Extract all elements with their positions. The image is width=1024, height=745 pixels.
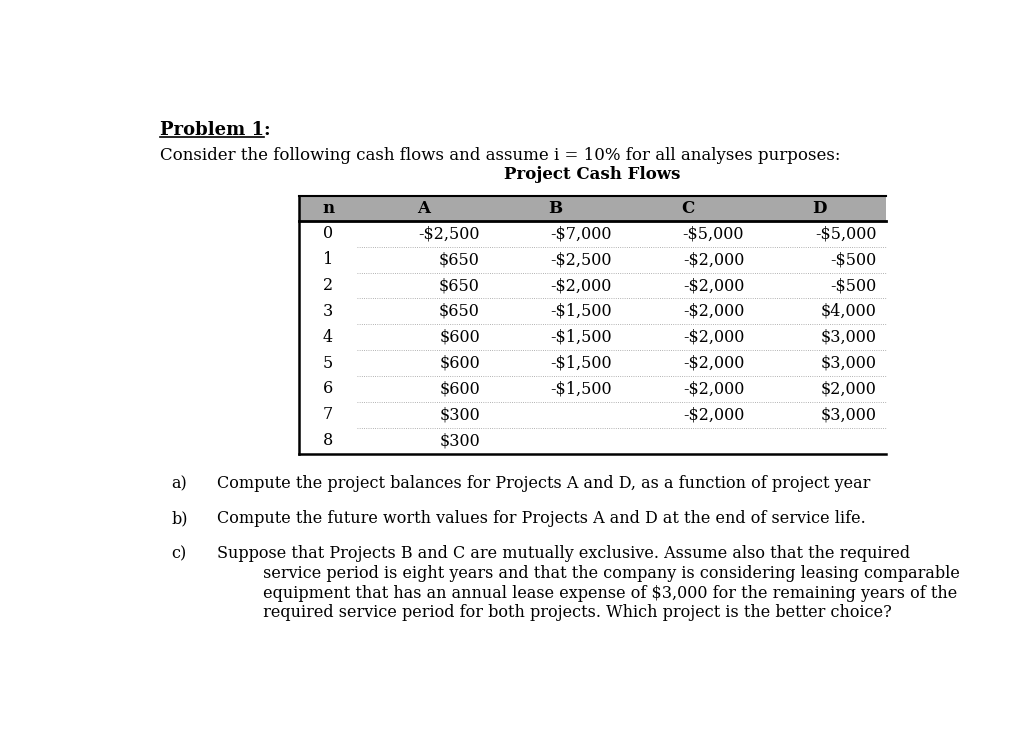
Text: $2,000: $2,000 <box>820 381 877 398</box>
Text: $600: $600 <box>439 329 480 346</box>
Text: $3,000: $3,000 <box>820 355 877 372</box>
Text: Compute the project balances for Projects A and D, as a function of project year: Compute the project balances for Project… <box>217 475 870 492</box>
Text: Consider the following cash flows and assume i = 10% for all analyses purposes:: Consider the following cash flows and as… <box>160 147 841 164</box>
Text: 7: 7 <box>323 406 333 423</box>
Text: 5: 5 <box>323 355 333 372</box>
Text: 4: 4 <box>323 329 333 346</box>
Text: -$500: -$500 <box>830 251 877 268</box>
Text: a): a) <box>172 475 187 492</box>
Text: 0: 0 <box>323 225 333 242</box>
Text: -$2,000: -$2,000 <box>683 251 744 268</box>
Text: $650: $650 <box>439 303 480 320</box>
Text: $650: $650 <box>439 277 480 294</box>
Text: -$5,000: -$5,000 <box>815 225 877 242</box>
Text: -$1,500: -$1,500 <box>551 381 612 398</box>
Text: -$5,000: -$5,000 <box>683 225 744 242</box>
Text: -$1,500: -$1,500 <box>551 303 612 320</box>
Text: C: C <box>681 200 694 217</box>
Text: -$2,000: -$2,000 <box>683 406 744 423</box>
Text: n: n <box>322 200 334 217</box>
Text: Project Cash Flows: Project Cash Flows <box>504 166 680 183</box>
Text: -$2,000: -$2,000 <box>683 355 744 372</box>
Text: -$1,500: -$1,500 <box>551 329 612 346</box>
Text: $600: $600 <box>439 355 480 372</box>
Text: $3,000: $3,000 <box>820 406 877 423</box>
Text: -$2,000: -$2,000 <box>551 277 612 294</box>
Text: -$2,000: -$2,000 <box>683 381 744 398</box>
Text: c): c) <box>172 545 187 562</box>
Text: $650: $650 <box>439 251 480 268</box>
Text: $300: $300 <box>439 432 480 449</box>
Text: A: A <box>417 200 430 217</box>
Text: $4,000: $4,000 <box>820 303 877 320</box>
Text: Problem 1:: Problem 1: <box>160 121 270 139</box>
Text: Compute the future worth values for Projects A and D at the end of service life.: Compute the future worth values for Proj… <box>217 510 865 527</box>
Text: B: B <box>549 200 562 217</box>
Text: -$2,500: -$2,500 <box>551 251 612 268</box>
Text: 2: 2 <box>323 277 333 294</box>
Text: 1: 1 <box>323 251 333 268</box>
Text: -$2,000: -$2,000 <box>683 329 744 346</box>
Text: 3: 3 <box>323 303 333 320</box>
Text: -$7,000: -$7,000 <box>551 225 612 242</box>
Text: -$2,000: -$2,000 <box>683 303 744 320</box>
Text: 8: 8 <box>323 432 333 449</box>
Text: -$2,000: -$2,000 <box>683 277 744 294</box>
Text: 6: 6 <box>323 381 333 398</box>
Text: -$500: -$500 <box>830 277 877 294</box>
Text: $600: $600 <box>439 381 480 398</box>
Text: -$1,500: -$1,500 <box>551 355 612 372</box>
Text: b): b) <box>172 510 188 527</box>
Text: Suppose that Projects B and C are mutually exclusive. Assume also that the requi: Suppose that Projects B and C are mutual… <box>217 545 959 621</box>
Text: D: D <box>813 200 827 217</box>
Text: -$2,500: -$2,500 <box>419 225 480 242</box>
Bar <box>299 195 886 221</box>
Text: $300: $300 <box>439 406 480 423</box>
Text: $3,000: $3,000 <box>820 329 877 346</box>
